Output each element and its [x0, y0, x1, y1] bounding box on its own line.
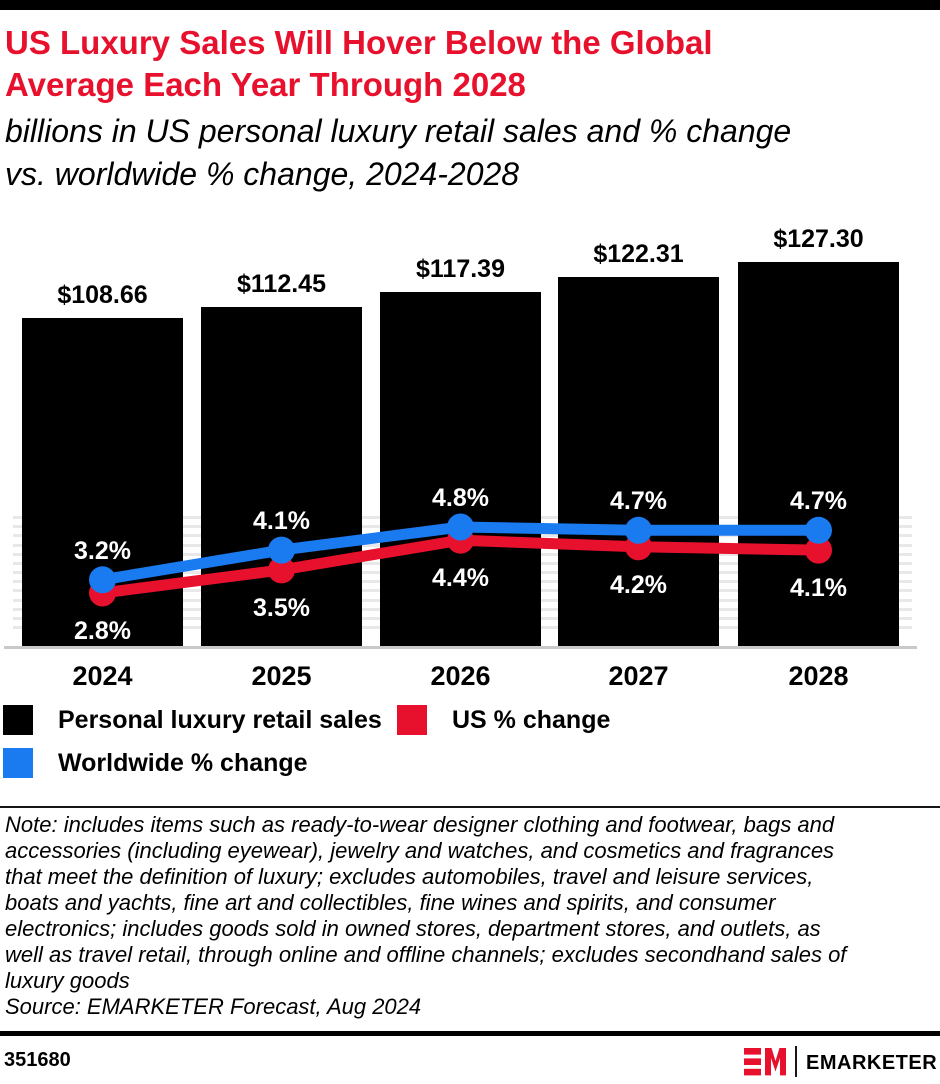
legend-label-us-change: US % change: [452, 706, 611, 734]
page-title-line-2: Average Each Year Through 2028: [5, 66, 526, 103]
bar-value-label: $108.66: [57, 280, 148, 309]
note-line: that meet the definition of luxury; excl…: [5, 864, 814, 889]
note-line: well as travel retail, through online an…: [5, 942, 847, 967]
note-text: Note: includes items such as ready-to-we…: [5, 812, 846, 1020]
us-pct-label-2027: 4.2%: [610, 570, 667, 599]
worldwide-point-2025: [268, 536, 295, 564]
chart-id: 351680: [4, 1049, 71, 1071]
worldwide-pct-label-2028: 4.7%: [790, 487, 847, 516]
us-pct-label-2024: 2.8%: [74, 617, 131, 645]
legend-swatch-us-change: [397, 705, 427, 735]
worldwide-pct-label-2026: 4.8%: [432, 484, 489, 512]
top-accent-bar: [0, 0, 940, 10]
x-axis-line: [4, 646, 917, 649]
emarketer-logo-icon: [744, 1048, 786, 1076]
bar-value-label: $127.30: [773, 224, 864, 253]
bar-2027: [558, 276, 719, 646]
worldwide-pct-label-2025: 4.1%: [253, 507, 310, 536]
x-axis-label-2026: 2026: [430, 661, 491, 691]
brand-name: EMARKETER: [806, 1052, 938, 1074]
bar-value-label: $112.45: [237, 269, 326, 298]
us-point-2028: [805, 536, 832, 564]
worldwide-point-2028: [805, 516, 832, 544]
page-subtitle-line-2: vs. worldwide % change, 2024-2028: [5, 156, 520, 192]
note-line: accessories (including eyewear), jewelry…: [5, 838, 835, 863]
legend-label-personal-luxury: Personal luxury retail sales: [58, 706, 382, 734]
worldwide-pct-label-2024: 3.2%: [74, 536, 131, 565]
logo-separator: [795, 1046, 797, 1077]
worldwide-pct-label-2027: 4.7%: [610, 487, 667, 516]
bar-2025: [201, 306, 362, 646]
worldwide-point-2024: [89, 566, 116, 594]
note-line: boats and yachts, fine art and collectib…: [5, 890, 776, 915]
us-pct-label-2025: 3.5%: [253, 593, 310, 622]
x-axis-label-2027: 2027: [608, 661, 669, 691]
line-series-layer: [89, 513, 832, 607]
footer-divider-bar: [0, 1031, 940, 1036]
bar-2026: [380, 291, 541, 646]
source-text: Source: EMARKETER Forecast, Aug 2024: [5, 994, 422, 1019]
us-pct-label-2028: 4.1%: [790, 574, 847, 603]
note-line: electronics; includes goods sold in owne…: [5, 916, 821, 941]
note-divider: [0, 806, 940, 808]
legend-swatch-worldwide-change: [3, 748, 33, 778]
us-pct-label-2026: 4.4%: [432, 564, 489, 593]
worldwide-point-2027: [625, 516, 652, 544]
page-title-line-1: US Luxury Sales Will Hover Below the Glo…: [5, 24, 713, 61]
worldwide-point-2026: [447, 513, 474, 541]
bar-2028: [738, 261, 899, 646]
x-axis-label-2025: 2025: [251, 661, 312, 691]
bar-line-chart: $108.66 2024 $112.45 2025 $117.39 2026 $122.31…: [0, 218, 940, 698]
legend-swatch-personal-luxury: [3, 705, 33, 735]
page-subtitle-line-1: billions in US personal luxury retail sa…: [5, 113, 792, 149]
x-axis-label-2028: 2028: [788, 661, 849, 691]
note-line: Note: includes items such as ready-to-we…: [5, 812, 835, 837]
bar-value-label: $117.39: [416, 254, 505, 283]
x-axis-label-2024: 2024: [72, 661, 133, 691]
note-line: luxury goods: [5, 968, 130, 993]
bar-value-label: $122.31: [593, 239, 684, 268]
legend-label-worldwide-change: Worldwide % change: [58, 749, 308, 777]
us-point-2025: [268, 556, 295, 584]
